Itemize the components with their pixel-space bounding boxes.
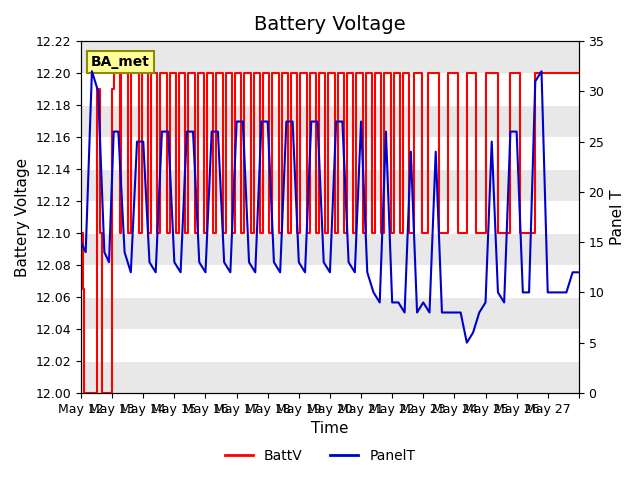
Y-axis label: Battery Voltage: Battery Voltage bbox=[15, 157, 30, 276]
X-axis label: Time: Time bbox=[311, 421, 349, 436]
Bar bbox=[81, 169, 579, 201]
Legend: BattV, PanelT: BattV, PanelT bbox=[220, 443, 420, 468]
Bar bbox=[81, 41, 579, 73]
Bar bbox=[81, 105, 579, 137]
Text: BA_met: BA_met bbox=[91, 55, 150, 69]
Bar bbox=[81, 361, 579, 393]
Bar bbox=[81, 297, 579, 329]
Bar bbox=[81, 233, 579, 265]
Title: Battery Voltage: Battery Voltage bbox=[254, 15, 406, 34]
Y-axis label: Panel T: Panel T bbox=[610, 189, 625, 245]
